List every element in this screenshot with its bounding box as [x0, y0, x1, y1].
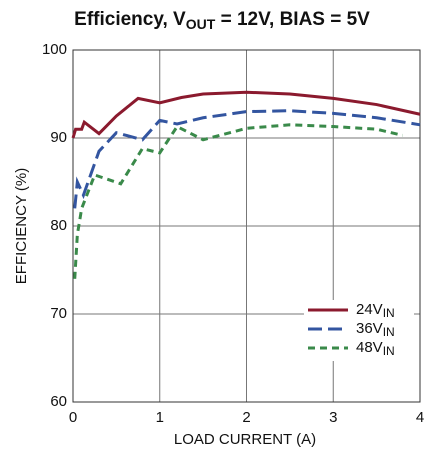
chart-title: Efficiency, VOUT = 12V, BIAS = 5V [74, 9, 370, 32]
x-tick-label: 0 [69, 409, 77, 426]
legend-text: 24V [356, 301, 383, 318]
x-tick-label: 4 [416, 409, 424, 426]
y-tick-label: 90 [50, 129, 67, 146]
plot-frame [72, 49, 421, 403]
x-axis-label: LOAD CURRENT (A) [174, 431, 316, 448]
series-line [73, 109, 421, 209]
legend-text: 36V [356, 320, 383, 337]
x-tick-label: 1 [156, 409, 164, 426]
title-part: = 12V, BIAS = 5V [215, 9, 370, 30]
y-axis-label: EFFICIENCY (%) [13, 168, 30, 284]
legend-subscript: IN [383, 325, 395, 339]
series-line [71, 90, 421, 139]
y-tick-label: 70 [50, 305, 67, 322]
y-tick-label: 60 [50, 393, 67, 410]
series-line [73, 123, 403, 279]
title-part: Efficiency, V [74, 9, 186, 30]
legend-text: 48V [356, 339, 383, 356]
legend-label: 48VIN [356, 339, 395, 358]
legend-label: 36VIN [356, 320, 395, 339]
x-tick-label: 2 [242, 409, 250, 426]
legend-label: 24VIN [356, 301, 395, 320]
legend-subscript: IN [383, 344, 395, 358]
x-tick-label: 3 [329, 409, 337, 426]
y-tick-label: 80 [50, 217, 67, 234]
y-tick-label: 100 [42, 41, 67, 58]
title-subscript: OUT [186, 16, 216, 32]
legend-subscript: IN [383, 306, 395, 320]
